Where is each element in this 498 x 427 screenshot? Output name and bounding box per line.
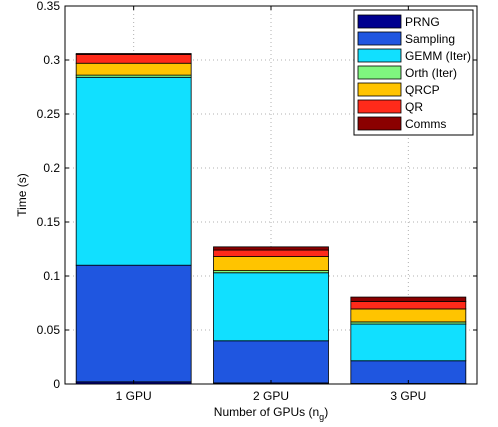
y-tick-label: 0.15 (37, 215, 61, 229)
y-tick-label: 0.25 (37, 107, 61, 121)
y-tick-label: 0.05 (37, 323, 61, 337)
y-tick-label: 0.3 (43, 53, 60, 67)
legend-entry-label: Comms (405, 117, 446, 131)
bar-segment (75, 54, 192, 64)
x-tick-label: 3 GPU (390, 389, 426, 403)
legend-swatch (357, 48, 402, 63)
y-axis-label: Time (s) (15, 173, 29, 217)
y-tick-label: 0.2 (43, 161, 60, 175)
y-tick-label: 0.35 (37, 0, 61, 13)
bar-segment (75, 76, 192, 266)
x-axis-label: Number of GPUs (ng) (214, 405, 328, 422)
bar-segment (213, 249, 329, 257)
legend-entry-label: GEMM (Iter) (405, 49, 471, 63)
legend-swatch (357, 31, 402, 46)
legend-swatch (357, 99, 402, 114)
bar-segment (213, 272, 329, 342)
y-tick-label: 0.1 (43, 269, 60, 283)
x-tick-label: 2 GPU (253, 389, 289, 403)
legend-entry-label: QR (405, 100, 423, 114)
legend-swatch (357, 65, 402, 80)
bar-segment (213, 256, 329, 271)
legend-swatch (357, 82, 402, 97)
bar-segment (350, 308, 467, 323)
ticks-layer: 0 0.05 0.1 0.15 0.2 0.25 0.3 0.35 1 GPU 2 GPU 3 GP… (37, 0, 477, 403)
x-axis-label-main: Number of GPUs (n (214, 405, 319, 419)
bar-segment (350, 323, 467, 362)
bar-segment (213, 340, 329, 384)
legend: PRNG Sampling GEMM (Iter) Orth (Iter) QRCP QR… (353, 9, 474, 136)
bar-segment (75, 62, 192, 76)
bar-segment (75, 53, 192, 56)
bar-segment (350, 300, 467, 310)
legend-entry-label: PRNG (405, 15, 440, 29)
x-axis-label-close: ) (324, 405, 328, 419)
bar-segment (75, 264, 192, 383)
x-axis-label-subscript: g (319, 412, 324, 422)
bars-layer (75, 53, 467, 385)
x-tick-label: 1 GPU (116, 389, 152, 403)
legend-entry-label: Orth (Iter) (405, 66, 457, 80)
legend-swatch (357, 116, 402, 131)
legend-entry-label: QRCP (405, 83, 440, 97)
bar-segment (350, 296, 467, 302)
bar-segment (213, 246, 329, 251)
legend-entry-label: Sampling (405, 32, 455, 46)
legend-swatch (357, 14, 402, 29)
y-tick-label: 0 (53, 377, 60, 391)
